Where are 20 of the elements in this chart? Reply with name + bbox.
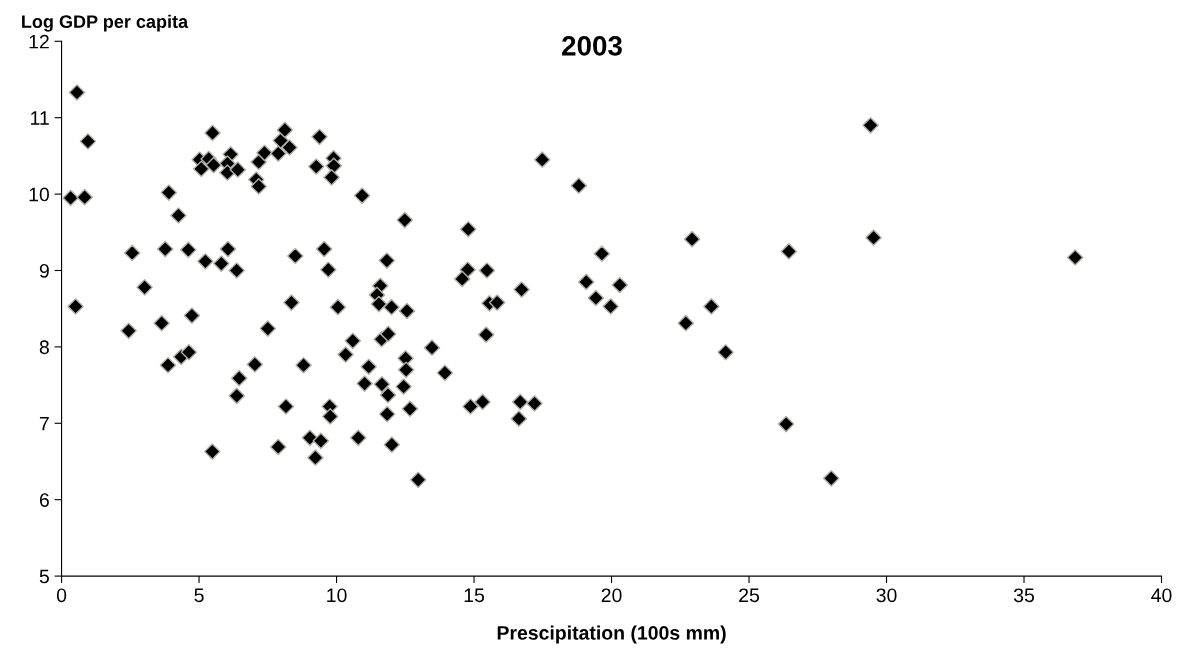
y-tick-label: 8 <box>39 340 49 355</box>
y-tick-label: 12 <box>29 34 49 49</box>
x-tick-label: 30 <box>876 588 897 603</box>
x-tick-label: 20 <box>601 588 622 603</box>
y-tick-label: 11 <box>31 111 49 125</box>
chart-title: 2003 <box>562 36 622 56</box>
y-tick-label: 9 <box>39 263 49 278</box>
y-axis-title: Log GDP per capita <box>22 14 189 32</box>
x-tick-label: 35 <box>1013 588 1035 603</box>
x-axis-title: Prescipitation (100s mm) <box>497 625 726 644</box>
x-tick-label: 40 <box>1151 588 1172 603</box>
y-tick-label: 10 <box>29 187 49 202</box>
y-tick-label: 6 <box>39 493 49 507</box>
x-tick-label: 15 <box>464 588 485 603</box>
y-tick-label: 7 <box>39 416 49 431</box>
x-tick-label: 25 <box>739 588 760 603</box>
x-tick-label: 5 <box>194 588 204 603</box>
y-tick-label: 5 <box>39 569 49 584</box>
x-tick-label: 10 <box>327 588 347 603</box>
x-tick-label: 0 <box>56 588 67 603</box>
